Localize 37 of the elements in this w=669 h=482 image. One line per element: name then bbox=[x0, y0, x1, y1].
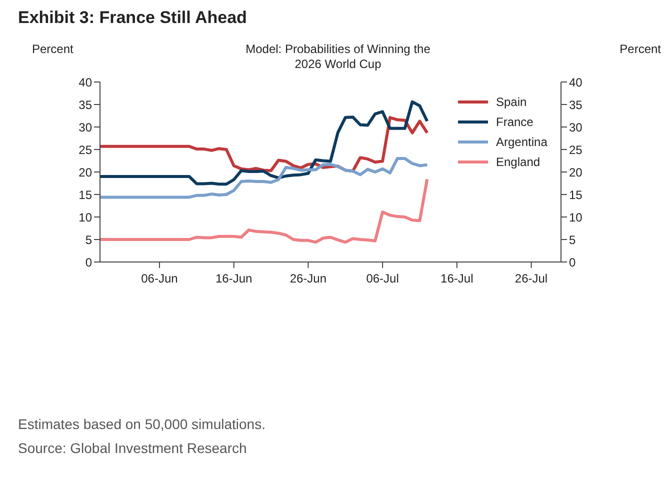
y-tick-label: 25 bbox=[78, 142, 92, 157]
line-series bbox=[100, 178, 429, 244]
y-tick-label: 35 bbox=[78, 98, 92, 112]
y2-tick-label: 15 bbox=[569, 188, 583, 202]
y2-tick-label: 20 bbox=[569, 165, 583, 180]
y-tick-label: 15 bbox=[78, 188, 92, 202]
line-series bbox=[100, 157, 429, 199]
y-tick-label: 0 bbox=[85, 255, 92, 270]
x-tick-label: 26-Jul bbox=[514, 272, 548, 286]
y2-tick-label: 5 bbox=[569, 232, 576, 247]
y-tick-label: 20 bbox=[78, 165, 92, 180]
y2-tick-label: 25 bbox=[569, 142, 583, 157]
y-tick-label: 5 bbox=[85, 232, 92, 247]
y2-tick-label: 0 bbox=[569, 255, 576, 270]
y2-tick-label: 35 bbox=[569, 98, 583, 112]
line-series bbox=[100, 100, 429, 186]
y2-tick-label: 10 bbox=[569, 210, 583, 224]
text: Estimates based on 50,000 simulations. bbox=[18, 415, 266, 434]
x-tick-label: 06-Jul bbox=[366, 272, 399, 286]
y2-tick-label: 30 bbox=[569, 120, 583, 134]
y-tick-label: 40 bbox=[78, 75, 92, 90]
x-tick-label: 06-Jun bbox=[141, 272, 178, 286]
source-note: Source: Global Investment Research bbox=[18, 439, 248, 458]
chart-subtitle: Model: Probabilities of Winning the 2026 World Cup bbox=[244, 42, 432, 72]
y-axis-title: Percent bbox=[32, 42, 74, 56]
y-tick-label: 30 bbox=[78, 120, 92, 134]
y2-axis-title: Percent bbox=[620, 42, 661, 56]
x-tick-label: 26-Jun bbox=[290, 272, 327, 286]
x-tick-label: 16-Jul bbox=[440, 272, 474, 286]
chart-title: Exhibit 3: France Still Ahead bbox=[18, 8, 248, 28]
y2-tick-label: 40 bbox=[569, 75, 583, 90]
legend-label: France bbox=[496, 115, 534, 129]
y-tick-label: 10 bbox=[78, 210, 92, 224]
x-tick-label: 16-Jun bbox=[215, 272, 252, 286]
legend-label: Spain bbox=[496, 95, 527, 109]
legend-label: England bbox=[496, 155, 540, 169]
legend-label: Argentina bbox=[496, 135, 548, 149]
